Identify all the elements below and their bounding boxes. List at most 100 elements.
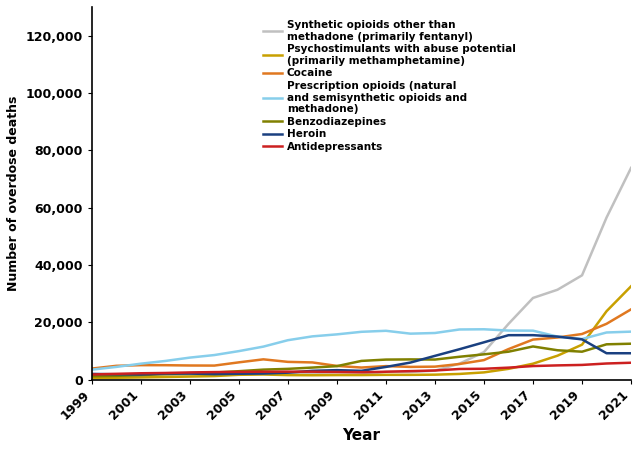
- Antidepressants: [186, 370, 194, 375]
- Heroin: [406, 360, 414, 365]
- Cocaine: [284, 359, 292, 364]
- Y-axis label: Number of overdose deaths: Number of overdose deaths: [7, 95, 20, 291]
- Psychostimulants with abuse potential
(primarily methamphetamine): [406, 372, 414, 378]
- Heroin: [186, 371, 194, 376]
- Psychostimulants with abuse potential
(primarily methamphetamine): [235, 372, 242, 378]
- Antidepressants: [505, 365, 512, 370]
- Synthetic opioids other than
methadone (primarily fentanyl): [112, 374, 120, 380]
- Antidepressants: [603, 361, 611, 366]
- Prescription opioids (natural
and semisynthetic opioids and
methadone): [529, 328, 537, 333]
- Synthetic opioids other than
methadone (primarily fentanyl): [137, 374, 145, 379]
- Antidepressants: [480, 366, 488, 371]
- Prescription opioids (natural
and semisynthetic opioids and
methadone): [431, 330, 439, 336]
- Synthetic opioids other than
methadone (primarily fentanyl): [529, 295, 537, 301]
- Cocaine: [431, 364, 439, 369]
- Prescription opioids (natural
and semisynthetic opioids and
methadone): [554, 334, 561, 339]
- Psychostimulants with abuse potential
(primarily methamphetamine): [284, 373, 292, 378]
- Prescription opioids (natural
and semisynthetic opioids and
methadone): [112, 364, 120, 369]
- Benzodiazepines: [382, 357, 390, 362]
- Cocaine: [456, 361, 463, 367]
- Benzodiazepines: [357, 358, 365, 364]
- Cocaine: [382, 364, 390, 369]
- Cocaine: [235, 360, 242, 365]
- Psychostimulants with abuse potential
(primarily methamphetamine): [505, 366, 512, 372]
- Heroin: [211, 371, 218, 377]
- Benzodiazepines: [88, 374, 96, 379]
- Heroin: [627, 351, 635, 356]
- Antidepressants: [112, 371, 120, 377]
- Heroin: [137, 372, 145, 377]
- Psychostimulants with abuse potential
(primarily methamphetamine): [480, 370, 488, 375]
- Line: Antidepressants: Antidepressants: [92, 363, 631, 374]
- Benzodiazepines: [112, 373, 120, 378]
- Prescription opioids (natural
and semisynthetic opioids and
methadone): [406, 331, 414, 336]
- Prescription opioids (natural
and semisynthetic opioids and
methadone): [480, 327, 488, 332]
- Antidepressants: [456, 366, 463, 372]
- Synthetic opioids other than
methadone (primarily fentanyl): [211, 372, 218, 378]
- Synthetic opioids other than
methadone (primarily fentanyl): [554, 287, 561, 292]
- Psychostimulants with abuse potential
(primarily methamphetamine): [137, 375, 145, 380]
- Line: Prescription opioids (natural
and semisynthetic opioids and
methadone): Prescription opioids (natural and semisy…: [92, 329, 631, 369]
- Cocaine: [186, 363, 194, 368]
- Benzodiazepines: [529, 344, 537, 349]
- Benzodiazepines: [578, 349, 586, 355]
- Benzodiazepines: [456, 354, 463, 360]
- Psychostimulants with abuse potential
(primarily methamphetamine): [431, 372, 439, 378]
- Cocaine: [309, 360, 316, 365]
- Heroin: [382, 364, 390, 369]
- Antidepressants: [137, 370, 145, 376]
- Synthetic opioids other than
methadone (primarily fentanyl): [161, 374, 169, 379]
- Psychostimulants with abuse potential
(primarily methamphetamine): [333, 373, 341, 378]
- Synthetic opioids other than
methadone (primarily fentanyl): [284, 370, 292, 376]
- Cocaine: [137, 362, 145, 368]
- Synthetic opioids other than
methadone (primarily fentanyl): [627, 165, 635, 171]
- Antidepressants: [333, 369, 341, 375]
- Heroin: [603, 351, 611, 356]
- Prescription opioids (natural
and semisynthetic opioids and
methadone): [627, 329, 635, 334]
- Cocaine: [603, 321, 611, 327]
- Psychostimulants with abuse potential
(primarily methamphetamine): [260, 372, 267, 377]
- Antidepressants: [431, 368, 439, 373]
- Psychostimulants with abuse potential
(primarily methamphetamine): [357, 372, 365, 378]
- Synthetic opioids other than
methadone (primarily fentanyl): [406, 369, 414, 375]
- Synthetic opioids other than
methadone (primarily fentanyl): [431, 368, 439, 373]
- Benzodiazepines: [137, 372, 145, 378]
- Synthetic opioids other than
methadone (primarily fentanyl): [382, 369, 390, 374]
- Prescription opioids (natural
and semisynthetic opioids and
methadone): [456, 327, 463, 332]
- Benzodiazepines: [260, 367, 267, 372]
- Prescription opioids (natural
and semisynthetic opioids and
methadone): [137, 361, 145, 366]
- Synthetic opioids other than
methadone (primarily fentanyl): [260, 371, 267, 376]
- Antidepressants: [211, 369, 218, 375]
- Cocaine: [505, 346, 512, 352]
- Antidepressants: [260, 369, 267, 374]
- Antidepressants: [529, 363, 537, 369]
- Heroin: [235, 371, 242, 377]
- Antidepressants: [554, 363, 561, 368]
- Cocaine: [88, 366, 96, 371]
- Line: Heroin: Heroin: [92, 335, 631, 374]
- Prescription opioids (natural
and semisynthetic opioids and
methadone): [603, 330, 611, 335]
- Cocaine: [333, 363, 341, 369]
- Cocaine: [260, 357, 267, 362]
- Heroin: [505, 333, 512, 338]
- Synthetic opioids other than
methadone (primarily fentanyl): [186, 373, 194, 378]
- Benzodiazepines: [480, 351, 488, 357]
- Cocaine: [357, 365, 365, 370]
- Psychostimulants with abuse potential
(primarily methamphetamine): [309, 373, 316, 378]
- Benzodiazepines: [554, 347, 561, 353]
- Line: Benzodiazepines: Benzodiazepines: [92, 344, 631, 376]
- Cocaine: [112, 363, 120, 369]
- Heroin: [456, 346, 463, 352]
- Heroin: [161, 371, 169, 376]
- Synthetic opioids other than
methadone (primarily fentanyl): [309, 371, 316, 377]
- Heroin: [578, 337, 586, 342]
- Line: Cocaine: Cocaine: [92, 309, 631, 369]
- Cocaine: [406, 364, 414, 369]
- Cocaine: [211, 363, 218, 368]
- Prescription opioids (natural
and semisynthetic opioids and
methadone): [260, 344, 267, 349]
- Prescription opioids (natural
and semisynthetic opioids and
methadone): [309, 333, 316, 339]
- Cocaine: [529, 337, 537, 342]
- Heroin: [554, 334, 561, 339]
- Heroin: [480, 340, 488, 345]
- Psychostimulants with abuse potential
(primarily methamphetamine): [603, 309, 611, 314]
